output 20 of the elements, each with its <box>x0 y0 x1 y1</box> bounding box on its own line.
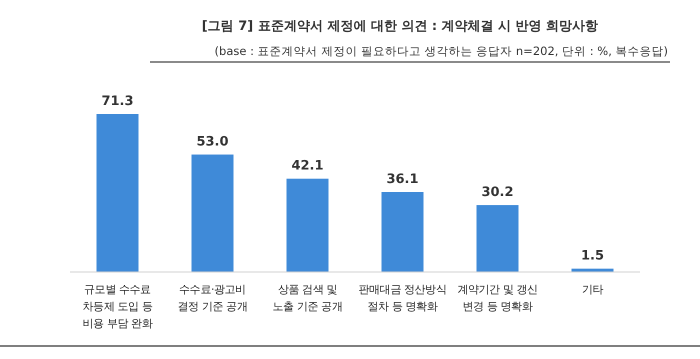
bar <box>286 178 328 272</box>
bar <box>192 154 234 272</box>
x-tick-label: 계약기간 및 갱신 변경 등 명확화 <box>457 283 538 313</box>
bar <box>572 268 614 272</box>
bar <box>96 114 138 272</box>
data-label: 53.0 <box>196 134 229 150</box>
bar <box>476 205 518 272</box>
x-tick-label: 규모별 수수료 차등제 도입 등 비용 부담 완화 <box>82 283 153 330</box>
x-tick-label: 상품 검색 및 노출 기준 공개 <box>272 283 342 313</box>
chart-subtitle: (base : 표준계약서 제정이 필요하다고 생각하는 응답자 n=202, 단위 : %, 복수응답) <box>214 44 668 58</box>
x-tick-label: 수수료·광고비 결정 기준 공개 <box>178 283 248 313</box>
data-label: 36.1 <box>386 172 419 188</box>
bar <box>382 192 424 272</box>
data-label: 71.3 <box>101 94 134 109</box>
x-tick-label: 기타 <box>582 283 604 296</box>
x-tick-label: 판매대금 정산방식 절차 등 명확화 <box>358 283 446 313</box>
chart-title: [그림 7] 표준계약서 제정에 대한 의견 : 계약체결 시 반영 희망사항 <box>202 19 598 34</box>
data-label: 1.5 <box>580 248 604 264</box>
data-label: 30.2 <box>481 185 514 200</box>
data-label: 42.1 <box>291 158 324 174</box>
